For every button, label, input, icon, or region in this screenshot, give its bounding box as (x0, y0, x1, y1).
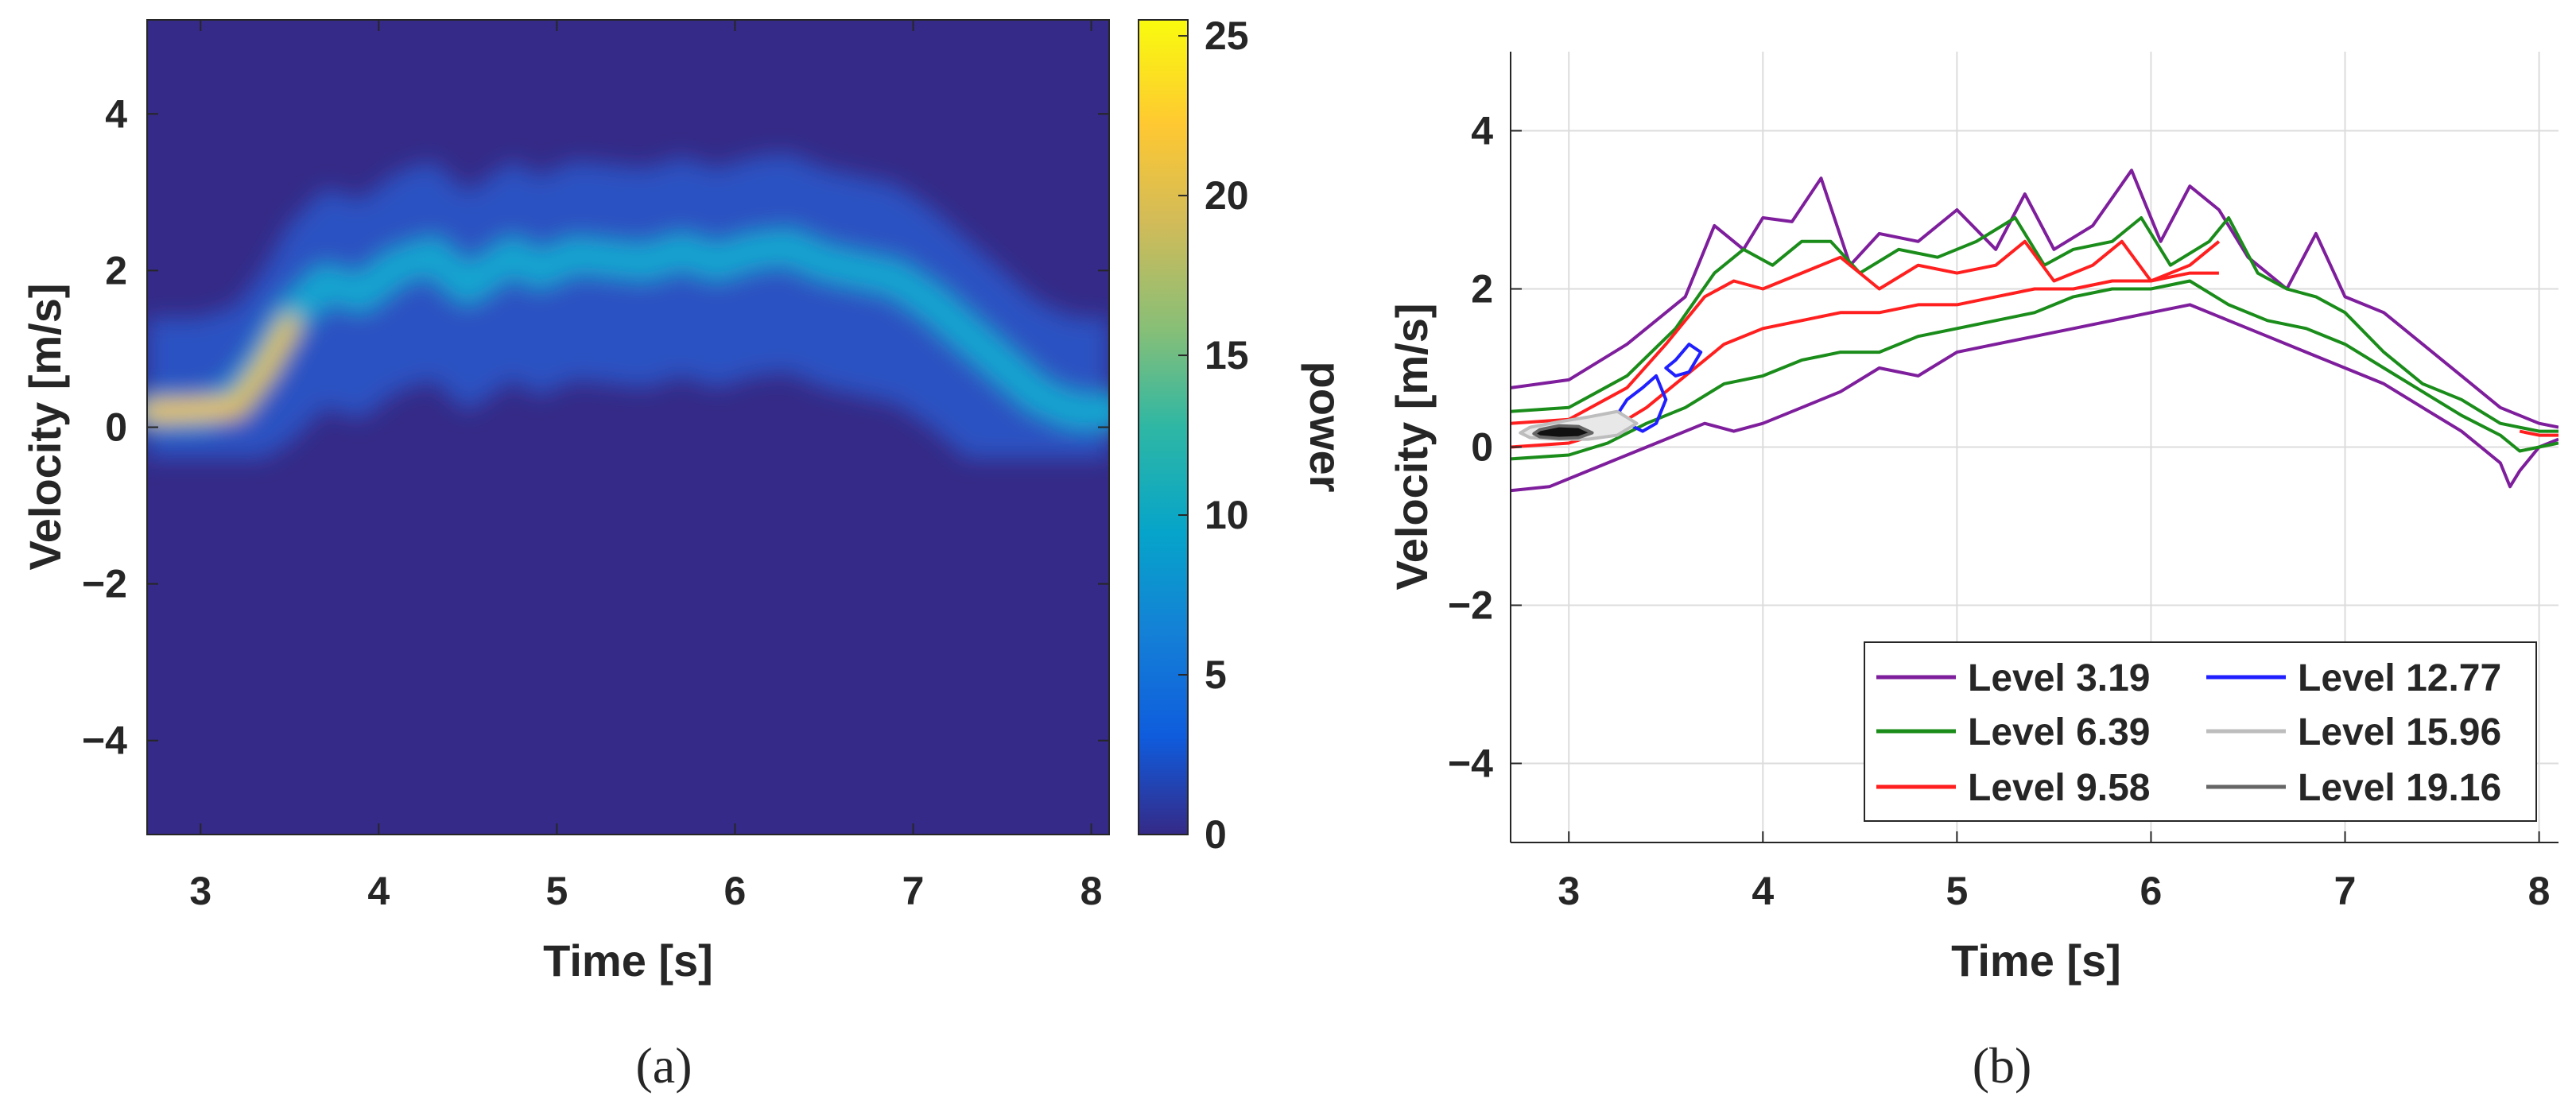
contour-x-tick-label: 7 (2334, 869, 2357, 913)
colorbar-tick-label: 5 (1205, 653, 1227, 697)
contour-panel: 3 4 5 6 7 8 4 2 0 −2 −4 Time [s] Velocity [m/s] L… (1387, 52, 2559, 1094)
contour-x-ticks: 3 4 5 6 7 8 (1558, 831, 2550, 913)
contour-level-12-77-loop2 (1664, 343, 1703, 378)
contour-grid (1511, 52, 2559, 842)
heatmap-intensity (147, 153, 1109, 459)
legend-label: Level 15.96 (2298, 711, 2501, 753)
caption-b: (b) (1973, 1037, 2032, 1094)
heatmap-y-tick-label: −2 (82, 562, 127, 606)
colorbar-tick-label: 10 (1205, 493, 1249, 537)
contour-x-tick-label: 5 (1946, 869, 1968, 913)
heatmap-x-label: Time [s] (543, 935, 713, 986)
heatmap-x-tick-label: 6 (724, 869, 747, 913)
contour-level-19-16-loop (1532, 424, 1594, 440)
contour-legend: Level 3.19 Level 6.39 Level 9.58 Level 12.7… (1864, 641, 2537, 822)
contour-x-tick-label: 3 (1558, 869, 1580, 913)
caption-a: (a) (635, 1037, 692, 1094)
contour-y-ticks: 4 2 0 −2 −4 (1448, 109, 1522, 786)
contour-x-label: Time [s] (1951, 935, 2121, 986)
heatmap-x-tick-label: 8 (1080, 869, 1103, 913)
legend-label: Level 9.58 (1968, 767, 2151, 809)
heatmap-x-tick-label: 5 (545, 869, 568, 913)
contour-x-tick-label: 4 (1752, 869, 1774, 913)
heatmap-y-tick-label: 2 (105, 248, 127, 292)
contour-y-tick-label: −2 (1448, 583, 1493, 628)
legend-box (1864, 641, 2537, 822)
heatmap-y-tick-label: 0 (105, 405, 127, 450)
heatmap-x-tick-label: 7 (902, 869, 925, 913)
heatmap-ridge (147, 228, 1109, 430)
contour-x-tick-label: 6 (2140, 869, 2163, 913)
colorbar-label: power (1301, 362, 1351, 493)
contour-level-6-39-upper (1511, 216, 2559, 433)
contour-y-tick-label: −4 (1448, 742, 1493, 786)
contour-level-3-19-lower (1511, 303, 2559, 493)
colorbar-tick-label: 15 (1205, 333, 1249, 378)
contour-y-tick-label: 4 (1471, 109, 1493, 153)
colorbar-tick-label: 20 (1205, 173, 1249, 218)
contour-level-9-58-tail (2519, 429, 2559, 437)
contour-y-label: Velocity [m/s] (1387, 303, 1437, 590)
contour-lines (1511, 168, 2559, 493)
contour-y-tick-label: 2 (1471, 267, 1493, 312)
heatmap-y-label: Velocity [m/s] (20, 283, 70, 570)
colorbar (1138, 19, 1189, 835)
colorbar-tick-label: 0 (1205, 812, 1227, 857)
contour-level-6-39-lower (1511, 279, 2559, 461)
contour-y-tick-label: 0 (1471, 425, 1493, 470)
heatmap-y-tick-label: 4 (105, 91, 127, 136)
contour-level-9-58-lower (1511, 271, 2219, 449)
heatmap-spread-region (147, 153, 1109, 459)
contour-level-9-58-upper (1511, 239, 2221, 425)
heatmap-x-ticks: 3 4 5 6 7 8 (189, 20, 1102, 913)
legend-label: Level 6.39 (1968, 711, 2151, 753)
colorbar-ticks: 25 20 15 10 5 0 (1178, 14, 1249, 857)
legend-label: Level 3.19 (1968, 657, 2151, 699)
heatmap-x-tick-label: 4 (367, 869, 390, 913)
heatmap-y-tick-label: −4 (82, 718, 127, 763)
heatmap-x-tick-label: 3 (189, 869, 211, 913)
heatmap-peak-core (147, 403, 234, 418)
heatmap-y-ticks: 4 2 0 −2 −4 (82, 91, 1109, 763)
legend-label: Level 12.77 (2298, 657, 2501, 699)
legend-label: Level 19.16 (2298, 767, 2501, 809)
colorbar-tick-label: 25 (1205, 14, 1249, 58)
contour-x-tick-label: 8 (2528, 869, 2551, 913)
